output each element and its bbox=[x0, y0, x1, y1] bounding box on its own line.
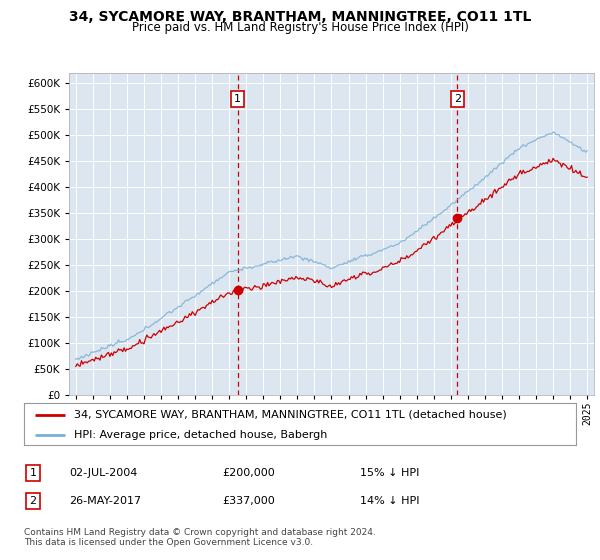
Text: 1: 1 bbox=[234, 94, 241, 104]
Text: 2: 2 bbox=[29, 496, 37, 506]
Text: Contains HM Land Registry data © Crown copyright and database right 2024.
This d: Contains HM Land Registry data © Crown c… bbox=[24, 528, 376, 547]
Text: 34, SYCAMORE WAY, BRANTHAM, MANNINGTREE, CO11 1TL: 34, SYCAMORE WAY, BRANTHAM, MANNINGTREE,… bbox=[69, 10, 531, 24]
Text: 14% ↓ HPI: 14% ↓ HPI bbox=[360, 496, 419, 506]
Text: Price paid vs. HM Land Registry's House Price Index (HPI): Price paid vs. HM Land Registry's House … bbox=[131, 21, 469, 34]
Text: 34, SYCAMORE WAY, BRANTHAM, MANNINGTREE, CO11 1TL (detached house): 34, SYCAMORE WAY, BRANTHAM, MANNINGTREE,… bbox=[74, 409, 506, 419]
Text: 2: 2 bbox=[454, 94, 461, 104]
Text: 1: 1 bbox=[29, 468, 37, 478]
Text: 26-MAY-2017: 26-MAY-2017 bbox=[69, 496, 141, 506]
Text: 02-JUL-2004: 02-JUL-2004 bbox=[69, 468, 137, 478]
Text: HPI: Average price, detached house, Babergh: HPI: Average price, detached house, Babe… bbox=[74, 430, 327, 440]
Text: £200,000: £200,000 bbox=[222, 468, 275, 478]
Text: £337,000: £337,000 bbox=[222, 496, 275, 506]
Text: 15% ↓ HPI: 15% ↓ HPI bbox=[360, 468, 419, 478]
